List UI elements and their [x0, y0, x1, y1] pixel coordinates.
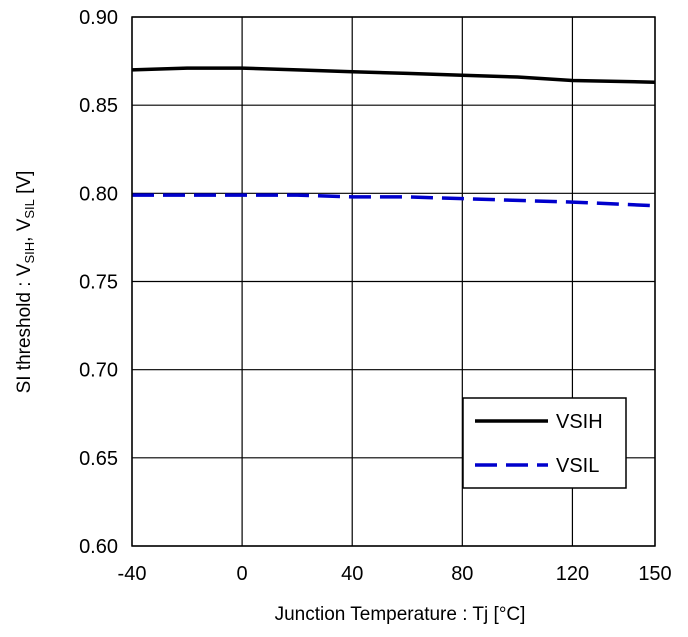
y-tick-label: 0.80	[79, 183, 118, 205]
y-axis-label-sub1: SIH	[22, 242, 37, 264]
legend-label-vsil: VSIL	[556, 455, 599, 477]
x-tick-label: 40	[341, 563, 363, 585]
x-tick-label: 120	[556, 563, 589, 585]
y-tick-label: 0.60	[79, 536, 118, 558]
y-tick-label: 0.90	[79, 7, 118, 29]
y-tick-label: 0.85	[79, 95, 118, 117]
y-tick-label: 0.65	[79, 448, 118, 470]
series-line-vsil	[132, 193, 656, 208]
legend: VSIH VSIL	[462, 397, 627, 489]
x-tick-label: 80	[451, 563, 473, 585]
x-axis-label: Junction Temperature : Tj [°C]	[275, 604, 526, 625]
y-axis-label: SI threshold : VSIH, VSIL [V]	[14, 171, 37, 394]
x-tick-label: 150	[638, 563, 671, 585]
legend-box	[462, 397, 627, 489]
y-axis-label-prefix: SI threshold : V	[14, 263, 35, 393]
y-tick-label: 0.75	[79, 272, 118, 294]
series-group	[131, 66, 656, 208]
series-line-vsih	[131, 66, 656, 84]
x-tick-labels: -40 0 40 80 120 150	[118, 563, 672, 585]
x-tick-label: -40	[118, 563, 147, 585]
y-tick-labels: 0.60 0.65 0.70 0.75 0.80 0.85 0.90	[79, 7, 118, 558]
legend-label-vsih: VSIH	[556, 411, 603, 433]
x-tick-label: 0	[237, 563, 248, 585]
y-axis-label-suffix: [V]	[14, 171, 35, 200]
y-axis-label-sub2: SIL	[22, 199, 37, 219]
y-axis-label-mid: , V	[14, 218, 35, 242]
plot-frame	[131, 16, 656, 547]
y-tick-label: 0.70	[79, 360, 118, 382]
